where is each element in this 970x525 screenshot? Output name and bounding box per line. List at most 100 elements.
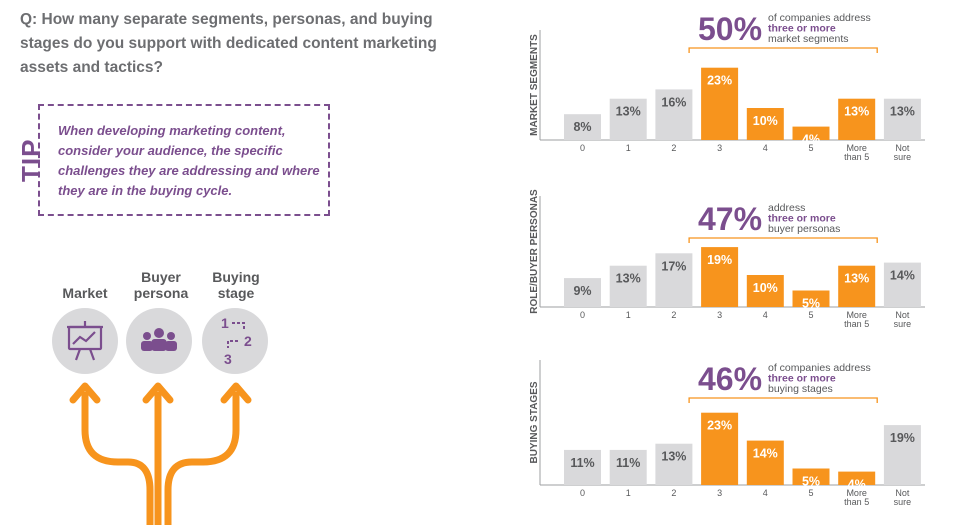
bar-more-than-5: [838, 265, 876, 307]
tick-label: 1: [626, 143, 631, 153]
bar-2: [655, 443, 693, 485]
tick-label: Not: [895, 143, 910, 153]
tick-label: sure: [894, 497, 912, 507]
axis-label-y: MARKET SEGMENTS: [529, 34, 540, 136]
category-label-line: Buying: [212, 269, 260, 285]
tick-label: 0: [580, 143, 585, 153]
data-label: 9%: [573, 284, 591, 298]
category-label-buyer-persona: Buyer persona: [122, 269, 200, 301]
category-label-line: Market: [62, 285, 108, 301]
data-label: 8%: [573, 120, 591, 134]
tip-box: [38, 104, 330, 216]
callout-bracket: [688, 237, 878, 243]
data-label: 16%: [661, 95, 686, 109]
data-label: 10%: [753, 114, 778, 128]
data-label: 4%: [802, 133, 820, 147]
callout-text: market segments: [768, 33, 849, 45]
bar-4: [746, 440, 784, 485]
data-label: 19%: [707, 253, 732, 267]
data-label: 13%: [844, 272, 869, 286]
data-label: 17%: [661, 259, 686, 273]
data-label: 14%: [890, 269, 915, 283]
tick-label: than 5: [844, 152, 869, 162]
callout-text: of companies address: [768, 362, 871, 374]
bar-4: [746, 275, 784, 307]
buyer-persona-circle: [126, 308, 192, 374]
bar-4: [746, 108, 784, 140]
callout-text: address: [768, 202, 805, 214]
tick-label: More: [846, 143, 867, 153]
bar-more-than-5: [838, 471, 876, 485]
category-label-buying-stage: Buying stage: [200, 269, 272, 301]
presentation-chart-icon: [67, 321, 103, 361]
axis-label-y: ROLE/BUYER PERSONAS: [529, 189, 540, 314]
callout-text: of companies address: [768, 12, 871, 24]
question-text: Q: How many separate segments, personas,…: [20, 11, 437, 76]
data-label: 4%: [848, 478, 866, 492]
callout-text: buyer personas: [768, 223, 840, 235]
data-label: 5%: [802, 475, 820, 489]
tick-label: sure: [894, 319, 912, 329]
data-label: 11%: [570, 456, 594, 470]
tick-label: than 5: [844, 497, 869, 507]
bar-2: [655, 253, 693, 307]
data-label: 23%: [707, 419, 732, 433]
arrowhead-stage: [220, 382, 252, 404]
callout-text: three or more: [768, 23, 836, 35]
tick-label: 4: [763, 310, 768, 320]
stage-step-1: 1: [221, 315, 229, 331]
arrow-stage: [164, 392, 240, 525]
callout-text: buying stages: [768, 383, 833, 395]
tick-label: 3: [717, 488, 722, 498]
tick-label: Not: [895, 488, 910, 498]
data-label: 13%: [616, 272, 641, 286]
market-circle: [52, 308, 118, 374]
bar-1: [609, 449, 647, 485]
callout-bracket: [688, 397, 878, 403]
tick-label: 2: [671, 143, 676, 153]
category-label-line: persona: [133, 285, 189, 301]
callout-percent: 47%: [698, 201, 762, 237]
bar-5: [792, 126, 830, 140]
tick-label: 4: [763, 143, 768, 153]
data-label: 23%: [707, 74, 732, 88]
tick-label: More: [846, 488, 867, 498]
bar-0: [564, 278, 601, 307]
people-group-icon: [141, 328, 177, 351]
tick-label: 3: [717, 310, 722, 320]
axis-label-y: BUYING STAGES: [529, 381, 540, 463]
tick-label: sure: [894, 152, 912, 162]
arrowhead-persona: [142, 382, 174, 404]
tick-label: 2: [671, 488, 676, 498]
data-label: 19%: [890, 431, 915, 445]
stage-steps-icon: 1 2 3: [221, 315, 252, 367]
bar-0: [564, 114, 601, 140]
tick-label: 3: [717, 143, 722, 153]
tick-label: 5: [808, 310, 813, 320]
callout-percent: 46%: [698, 361, 762, 397]
bar-2: [655, 89, 693, 140]
bar-3: [701, 412, 739, 485]
data-label: 10%: [753, 281, 778, 295]
data-label: 13%: [890, 105, 915, 119]
bar-5: [792, 290, 830, 307]
callout-bracket: [688, 47, 878, 53]
tick-label: 5: [808, 143, 813, 153]
bar-3: [701, 247, 739, 307]
category-label-line: stage: [217, 285, 255, 301]
data-label: 13%: [616, 105, 641, 119]
bar-1: [609, 265, 647, 307]
tick-label: More: [846, 310, 867, 320]
tick-label: 2: [671, 310, 676, 320]
tick-label: 5: [808, 488, 813, 498]
bar-1: [609, 98, 647, 140]
stage-step-2: 2: [244, 333, 252, 349]
tick-label: 4: [763, 488, 768, 498]
bar-not-sure: [883, 98, 921, 140]
data-label: 13%: [844, 105, 869, 119]
data-label: 13%: [661, 450, 686, 464]
tip-text: When developing marketing content, consi…: [58, 123, 320, 198]
callout-percent: 50%: [698, 11, 762, 47]
